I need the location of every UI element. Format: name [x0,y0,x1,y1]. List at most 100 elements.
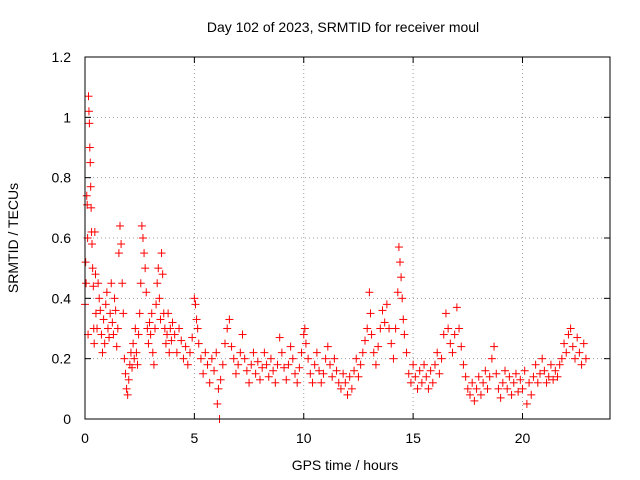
data-point [282,375,291,384]
data-point [155,294,164,303]
data-point [109,330,118,339]
data-point [455,324,464,333]
data-point [113,324,122,333]
data-point [205,378,214,387]
data-point [234,360,243,369]
data-point [134,330,143,339]
data-point [424,384,433,393]
data-point [450,330,459,339]
data-point [82,191,91,200]
data-point [542,378,551,387]
data-point [437,354,446,363]
data-point [168,318,177,327]
data-point [99,315,108,324]
y-tick-label: 0.6 [52,230,72,246]
x-tick-label: 10 [296,430,312,446]
data-point [81,258,90,267]
y-tick-label: 1 [63,109,71,125]
data-point [527,390,536,399]
data-point [207,354,216,363]
data-point [101,300,110,309]
data-point [323,342,332,351]
data-point [291,369,299,378]
data-point [413,384,422,393]
data-point [505,372,514,381]
data-point [85,119,94,128]
data-point [170,330,179,339]
data-point [144,339,153,348]
data-point [332,366,341,375]
data-point [158,270,167,279]
data-point [210,366,219,375]
data-point [417,378,426,387]
data-point [277,348,286,357]
data-point [86,182,95,191]
data-point [152,300,161,309]
data-point [356,360,365,369]
data-point [227,342,236,351]
data-point [199,369,208,378]
data-point [149,360,158,369]
data-point [138,234,147,242]
data-point [238,330,247,339]
data-point [85,143,94,152]
data-point [165,348,174,357]
data-point [369,348,378,357]
data-point [133,360,142,369]
data-point [560,339,569,348]
data-point [397,273,406,282]
data-point [121,369,130,378]
data-point [212,348,221,357]
data-point [562,348,571,357]
data-point [117,240,126,249]
data-point [175,324,184,333]
data-point [275,333,284,342]
data-point [461,372,470,381]
data-point [459,360,468,369]
data-point [91,309,100,318]
data-point [457,342,466,351]
data-point [214,384,223,393]
data-point [301,339,310,348]
data-point [389,354,398,363]
data-point [172,348,181,357]
data-point [415,366,424,375]
data-point [190,294,199,303]
data-point [136,279,145,288]
data-point [95,294,104,303]
data-point [366,309,375,318]
y-tick-label: 1.2 [52,49,72,65]
data-point [394,243,403,252]
data-point [242,366,251,375]
data-point [420,360,429,369]
data-point [566,324,575,333]
y-axis-label: SRMTID / TECUs [5,183,21,293]
data-point [286,342,295,351]
data-point [148,348,157,357]
data-point [347,384,356,393]
data-point [218,360,227,369]
data-point [400,330,409,339]
data-point [84,92,93,101]
data-point [466,390,474,399]
x-tick-label: 0 [81,430,89,446]
data-point [525,378,534,387]
data-point [509,378,518,387]
data-point [330,354,339,363]
data-point [511,369,520,378]
data-point [549,375,558,384]
data-point [310,360,319,369]
data-point [131,324,140,333]
data-point [553,372,562,381]
data-point [166,324,175,333]
data-point [87,203,96,212]
data-point [472,384,481,393]
data-point [181,342,190,351]
data-point [90,227,99,236]
data-point [319,369,328,378]
data-point [114,249,123,258]
data-point [328,372,337,381]
x-tick-label: 5 [190,430,198,446]
data-point [299,330,308,339]
